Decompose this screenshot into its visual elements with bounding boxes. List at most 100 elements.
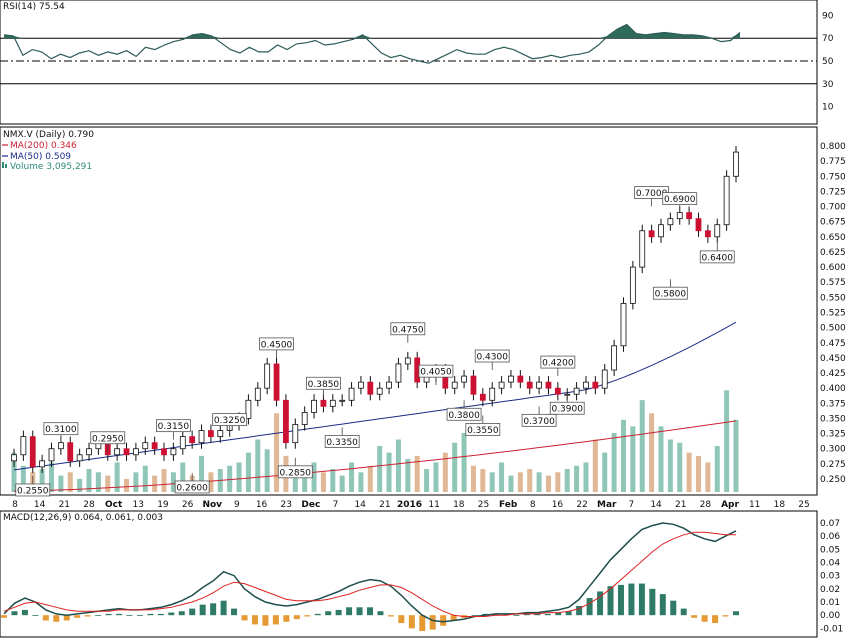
macd-histogram-bar (63, 615, 70, 621)
macd-histogram-bar (471, 615, 478, 616)
macd-histogram-bar (199, 604, 206, 616)
macd-histogram-bar (147, 613, 154, 616)
volume-bar (77, 478, 83, 492)
macd-y-axis: 0.07 0.06 0.05 0.04 0.03 0.02 0.01 0.00 -0.01 (820, 519, 843, 634)
macd-histogram-bar (691, 615, 698, 618)
macd-histogram-bar (408, 615, 415, 629)
x-tick-label: 14 (650, 500, 662, 510)
macd-histogram-bar (649, 588, 656, 616)
volume-legend-label: Volume 3,095,291 (10, 162, 92, 172)
macd-histogram-bar (95, 615, 102, 616)
candle-body (358, 381, 364, 389)
x-tick-label: 16 (256, 500, 268, 510)
x-tick-label: 28 (83, 500, 95, 510)
price-panel: 0.2550 0.3100 0.2950 0.3150 0.2600 0.3250 0.45… (0, 126, 846, 510)
callout-box (549, 401, 585, 415)
macd-histogram-bar (189, 608, 196, 616)
macd-histogram-bar (419, 615, 426, 631)
callout-box (474, 349, 510, 363)
price-tick-label: 0.300 (820, 445, 846, 455)
volume-bar (227, 465, 233, 492)
rsi-tick-label: 10 (822, 103, 834, 113)
macd-histogram-bar (314, 613, 321, 616)
volume-bar (236, 462, 242, 492)
candle-body (142, 442, 149, 450)
macd-histogram-bar (513, 615, 520, 616)
volume-bar (686, 452, 692, 492)
candle-body (39, 460, 46, 468)
x-tick-label: 25 (478, 500, 489, 510)
macd-histogram-bar (367, 607, 373, 616)
price-callout-label: 0.3250 (214, 416, 246, 426)
candle-body (489, 387, 496, 401)
volume-bar (639, 400, 645, 492)
macd-histogram-bar (272, 615, 279, 625)
callout-box (277, 465, 313, 479)
candle-body (611, 345, 618, 371)
macd-tick-label: 0.02 (820, 585, 840, 595)
x-tick-label: 25 (798, 500, 809, 510)
callout-box (652, 286, 688, 300)
macd-histogram-bar (241, 615, 248, 621)
callout-box (156, 419, 191, 433)
volume-bar (583, 462, 589, 492)
callout-box (662, 192, 698, 206)
volume-bar (461, 432, 467, 492)
price-tick-label: 0.750 (820, 172, 846, 182)
callout-box (174, 480, 210, 494)
candle-body (170, 448, 177, 456)
candle-body (676, 212, 683, 220)
macd-histogram-bar (576, 605, 583, 616)
x-tick-label: 7 (333, 500, 339, 510)
x-tick-label: 14 (34, 500, 46, 510)
volume-bar (133, 472, 139, 492)
volume-bar (395, 439, 401, 492)
price-callout-label: 0.3150 (158, 422, 190, 432)
price-callout-label: 0.6400 (701, 253, 733, 263)
callout-box (212, 413, 248, 426)
price-tick-label: 0.525 (820, 309, 846, 319)
macd-histogram-bar (1, 615, 7, 618)
callout-box (418, 364, 454, 378)
volume-bar (714, 446, 720, 492)
price-callout-label: 0.3800 (448, 411, 480, 421)
x-tick-label: 11 (749, 500, 760, 510)
price-tick-label: 0.425 (820, 369, 846, 379)
legend: MA(200) 0.346 MA(50) 0.509 Volume 3,095,… (2, 141, 92, 172)
macd-tick-label: 0.06 (820, 532, 840, 542)
macd-histogram (1, 583, 739, 631)
macd-histogram-bar (74, 615, 81, 618)
volume-bar (620, 419, 626, 492)
candle-body (67, 442, 74, 462)
macd-histogram-bar (251, 615, 258, 625)
candle-body (658, 224, 664, 238)
macd-histogram-bar (210, 603, 217, 616)
volume-bar (424, 469, 430, 492)
volume-bar (367, 465, 373, 492)
volume-bar (489, 472, 495, 492)
x-tick-label: 26 (182, 500, 194, 510)
volume-bar (358, 472, 364, 492)
x-tick-label: 8 (530, 500, 536, 510)
volume-bar (611, 432, 617, 492)
macd-histogram-bar (11, 611, 18, 616)
macd-title: MACD(12,26,9) 0.064, 0.061, 0.003 (3, 513, 163, 523)
candle-body (583, 381, 589, 389)
candle-body (11, 454, 17, 462)
macd-tick-label: 0.03 (820, 572, 840, 582)
x-tick-label: Feb (499, 500, 518, 510)
x-tick-label: 21 (59, 500, 70, 510)
candle-body (264, 363, 271, 389)
volume-bar (245, 452, 251, 492)
volume-bar (508, 475, 514, 492)
volume-bar (452, 442, 458, 492)
macd-histogram-bar (555, 612, 562, 616)
x-tick-label: 13 (133, 500, 144, 510)
macd-histogram-bar (304, 615, 311, 617)
x-tick-label: 22 (576, 500, 587, 510)
candle-body (451, 381, 458, 389)
price-callout-label: 0.3850 (308, 380, 340, 390)
macd-tick-label: 0.01 (820, 598, 840, 608)
volume-bar (255, 439, 261, 492)
